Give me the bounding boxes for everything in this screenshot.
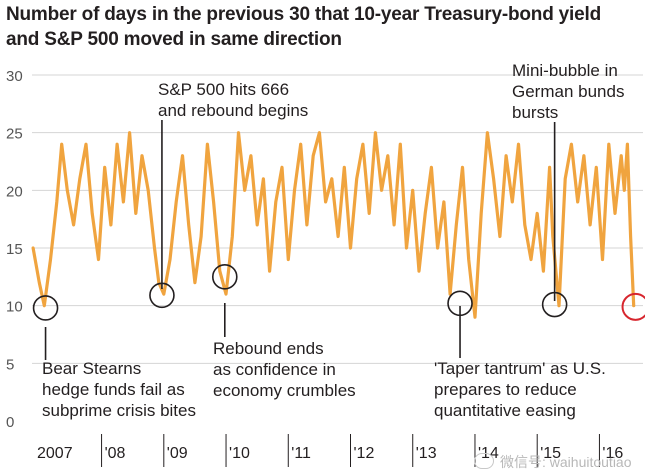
annotation-text-german-bunds-1: German bunds <box>512 82 624 101</box>
annotation-text-bear-stearns-1: hedge funds fail as <box>42 380 185 399</box>
x-tick-label-6: '13 <box>416 445 437 462</box>
annotation-text-bear-stearns-2: subprime crisis bites <box>42 401 196 420</box>
x-tick-label-1: '08 <box>105 445 126 462</box>
annotation-text-sp-666-1: and rebound begins <box>158 101 308 120</box>
x-tick-label-5: '12 <box>354 445 375 462</box>
y-axis-ticks: 0 5 10 15 20 25 30 <box>6 68 23 431</box>
annotation-circle-latest <box>621 292 645 321</box>
annotation-text-german-bunds-0: Mini-bubble in <box>512 61 618 80</box>
x-tick-label-9: '16 <box>602 445 623 462</box>
annotation-text-taper-tantrum-0: 'Taper tantrum' as U.S. <box>434 359 606 378</box>
x-tick-label-0: 2007 <box>37 445 73 462</box>
series-line-0 <box>31 131 636 319</box>
x-axis: 2007'08'09'10'11'12'13'14'15'16 <box>37 434 623 467</box>
annotation-text-german-bunds-2: bursts <box>512 103 558 122</box>
x-tick-label-3: '10 <box>229 445 250 462</box>
x-tick-label-4: '11 <box>291 445 311 462</box>
y-tick-30: 30 <box>6 68 23 85</box>
series-layer <box>31 131 636 319</box>
annotation-text-rebound-ends-1: as confidence in <box>213 360 336 379</box>
y-tick-20: 20 <box>6 183 23 200</box>
x-tick-label-8: '15 <box>540 445 561 462</box>
watermark-text: 微信号: waihuitoutiao <box>500 454 632 470</box>
y-tick-0: 0 <box>6 414 14 431</box>
y-tick-25: 25 <box>6 126 23 143</box>
annotation-text-taper-tantrum-1: prepares to reduce <box>434 380 577 399</box>
chart-title: Number of days in the previous 30 that 1… <box>6 4 601 50</box>
annotations-layer: Bear Stearns hedge funds fail as subprime … <box>32 61 645 420</box>
annotation-text-taper-tantrum-2: quantitative easing <box>434 401 576 420</box>
annotation-text-sp-666-0: S&P 500 hits 666 <box>158 80 289 99</box>
annotation-text-rebound-ends-0: Rebound ends <box>213 339 324 358</box>
y-tick-15: 15 <box>6 241 23 258</box>
wechat-icon <box>474 453 494 469</box>
y-tick-5: 5 <box>6 356 14 373</box>
annotation-circle-rebound-ends <box>211 264 238 290</box>
annotation-text-rebound-ends-2: economy crumbles <box>213 381 356 400</box>
watermark: 微信号: waihuitoutiao <box>474 452 632 472</box>
x-tick-label-2: '09 <box>167 445 188 462</box>
annotation-circle-bear-stearns <box>32 295 59 321</box>
y-tick-10: 10 <box>6 299 23 316</box>
annotation-text-bear-stearns-0: Bear Stearns <box>42 359 141 378</box>
